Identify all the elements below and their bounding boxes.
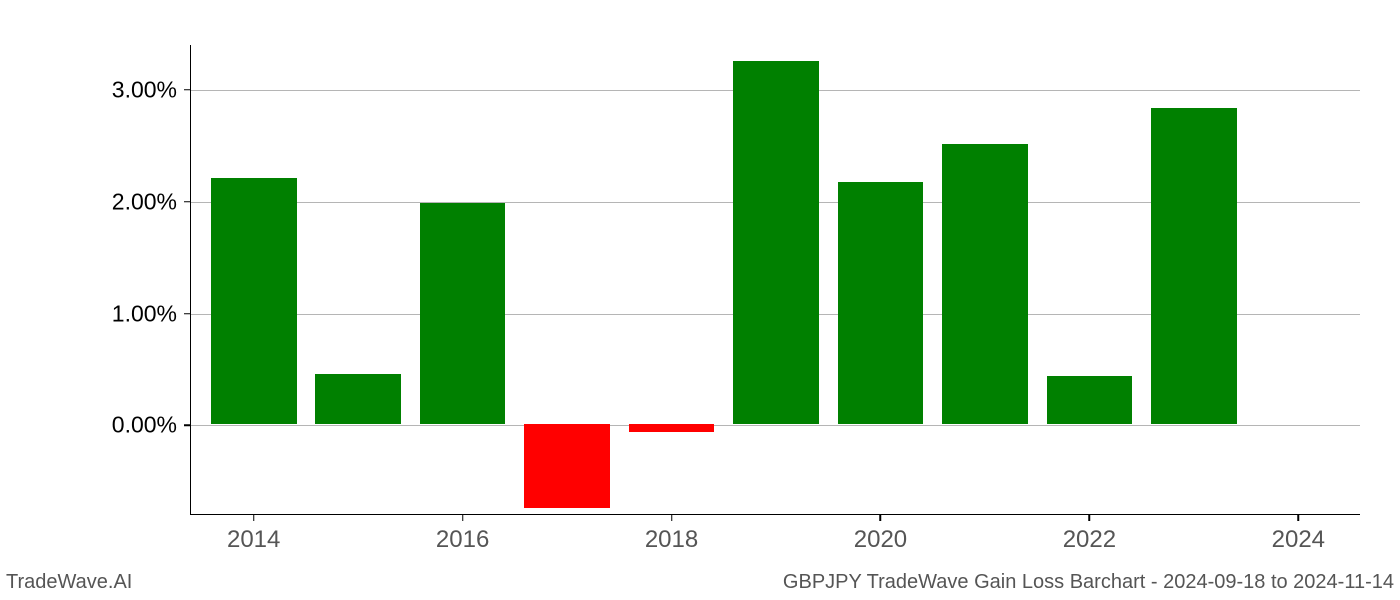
gridline	[191, 425, 1360, 426]
ytick-label: 2.00%	[112, 188, 191, 215]
xtick-label: 2022	[1063, 514, 1116, 554]
bar	[1151, 108, 1237, 425]
bar	[315, 374, 401, 424]
bar	[524, 424, 610, 508]
xtick-label: 2020	[854, 514, 907, 554]
bar	[629, 424, 715, 432]
xtick-label: 2018	[645, 514, 698, 554]
bar	[942, 144, 1028, 425]
xtick-label: 2016	[436, 514, 489, 554]
footer-left-text: TradeWave.AI	[6, 571, 132, 594]
xtick-label: 2024	[1272, 514, 1325, 554]
xtick-label: 2014	[227, 514, 280, 554]
footer-right-text: GBPJPY TradeWave Gain Loss Barchart - 20…	[783, 571, 1394, 594]
ytick-label: 1.00%	[112, 300, 191, 327]
bar	[420, 203, 506, 425]
bar	[1047, 376, 1133, 424]
ytick-label: 3.00%	[112, 76, 191, 103]
bar	[211, 178, 297, 424]
plot-area: 0.00%1.00%2.00%3.00%20142016201820202022…	[190, 45, 1360, 515]
chart-canvas: 0.00% 1.00% 2.00% 3.00% 2014 2016 2018 2020 2022…	[0, 0, 1400, 600]
bar	[733, 61, 819, 425]
ytick-label: 0.00%	[112, 412, 191, 439]
bar	[838, 182, 924, 425]
